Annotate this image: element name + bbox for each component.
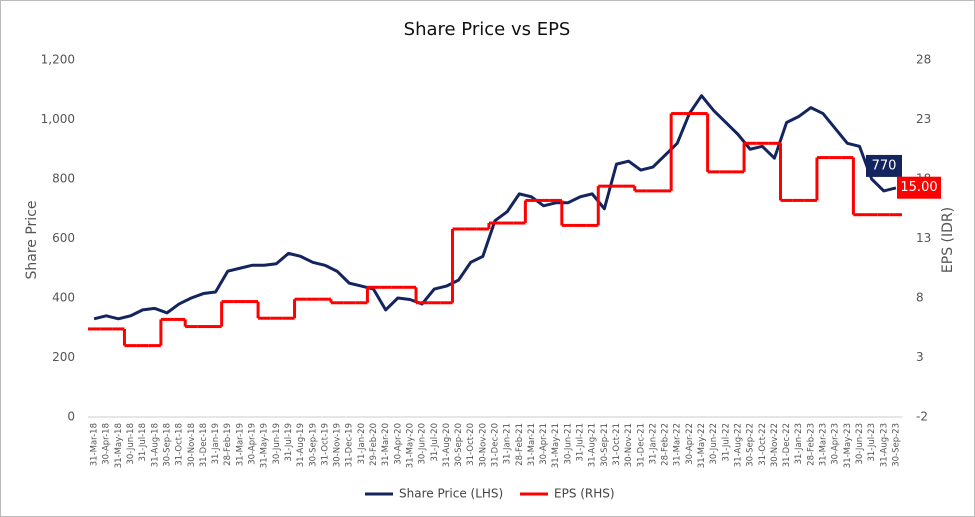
x-tick-label: 31-May-23 — [843, 423, 853, 468]
x-tick-label: 30-Jun-21 — [563, 423, 573, 465]
x-tick-label: 31-May-22 — [697, 423, 707, 468]
y-tick-label: 200 — [52, 350, 75, 364]
y-tick-label: 400 — [52, 291, 75, 305]
x-tick-label: 31-Jul-19 — [284, 423, 294, 462]
x-tick-label: 30-Sep-18 — [162, 423, 172, 467]
x-tick-label: 31-May-20 — [405, 423, 415, 468]
y2-tick-label: 28 — [916, 53, 931, 67]
x-tick-label: 31-Aug-18 — [150, 423, 160, 467]
x-tick-label: 29-Feb-20 — [369, 423, 379, 466]
x-tick-label: 31-Mar-22 — [673, 423, 683, 466]
y-axis-label: Share Price — [24, 200, 40, 279]
x-tick-label: 30-Nov-22 — [770, 423, 780, 467]
end-label: 770 — [872, 158, 897, 173]
x-tick-label: 31-Dec-18 — [199, 423, 209, 467]
x-tick-label: 31-Dec-22 — [782, 423, 792, 467]
end-label-box — [897, 176, 941, 199]
x-tick-label: 31-May-18 — [114, 423, 124, 468]
x-tick-label: 31-Jul-23 — [867, 423, 877, 462]
x-tick-label: 30-Apr-20 — [393, 423, 403, 465]
x-tick-label: 31-Aug-23 — [879, 423, 889, 467]
x-tick-label: 28-Feb-19 — [223, 423, 233, 466]
x-tick-label: 31-May-19 — [260, 423, 270, 468]
x-tick-label: 30-Sep-20 — [454, 423, 464, 467]
x-tick-label: 31-Jul-18 — [138, 423, 148, 462]
x-tick-label: 31-Dec-21 — [636, 423, 646, 467]
x-tick-label: 30-Jun-18 — [126, 423, 136, 465]
x-tick-label: 30-Nov-19 — [333, 423, 343, 467]
x-tick-label: 31-Mar-23 — [819, 423, 829, 466]
legend-label: EPS (RHS) — [554, 487, 615, 501]
x-tick-label: 30-Sep-19 — [308, 423, 318, 467]
x-tick-label: 31-Oct-21 — [612, 423, 622, 466]
x-tick-label: 30-Jun-20 — [418, 423, 428, 465]
x-tick-label: 31-Jan-19 — [211, 423, 221, 464]
x-tick-label: 30-Apr-22 — [685, 423, 695, 465]
y-tick-label: 0 — [67, 410, 75, 424]
y-tick-label: 1,000 — [41, 112, 75, 126]
x-tick-label: 30-Nov-21 — [624, 423, 634, 467]
end-label-box — [866, 154, 902, 177]
y2-tick-label: 13 — [916, 231, 931, 245]
x-tick-label: 28-Feb-23 — [806, 423, 816, 466]
x-tick-label: 31-Jul-22 — [721, 423, 731, 462]
x-tick-label: 31-Oct-18 — [175, 423, 185, 466]
x-tick-label: 30-Apr-23 — [831, 423, 841, 465]
x-tick-label: 31-Aug-22 — [733, 423, 743, 467]
y2-axis-label: EPS (IDR) — [940, 207, 956, 273]
x-tick-label: 31-Jan-22 — [648, 423, 658, 464]
x-tick-label: 31-Mar-21 — [527, 423, 537, 466]
x-tick-label: 31-Mar-18 — [90, 423, 100, 466]
x-tick-label: 31-Dec-20 — [491, 423, 501, 467]
x-tick-label: 31-Aug-19 — [296, 423, 306, 467]
x-tick-label: 31-Mar-19 — [235, 423, 245, 466]
x-tick-label: 30-Jun-22 — [709, 423, 719, 465]
x-tick-label: 31-Jan-23 — [794, 423, 804, 464]
y2-tick-label: 3 — [916, 350, 924, 364]
x-tick-label: 30-Nov-20 — [478, 423, 488, 467]
chart-title: Share Price vs EPS — [404, 19, 571, 40]
x-tick-label: 31-Oct-20 — [466, 423, 476, 466]
x-tick-label: 31-Jul-21 — [576, 423, 586, 462]
x-tick-label: 31-Jul-20 — [430, 423, 440, 462]
price-line — [93, 94, 897, 321]
x-tick-label: 31-May-21 — [551, 423, 561, 468]
x-tick-label: 31-Oct-19 — [320, 423, 330, 466]
x-tick-label: 31-Aug-21 — [588, 423, 598, 467]
x-tick-label: 31-Jan-20 — [357, 423, 367, 464]
x-tick-label: 28-Feb-21 — [515, 423, 525, 466]
x-tick-label: 30-Sep-22 — [746, 423, 756, 467]
x-tick-label: 30-Apr-18 — [102, 423, 112, 465]
x-tick-label: 30-Jun-23 — [855, 423, 865, 465]
x-tick-label: 30-Nov-18 — [187, 423, 197, 467]
x-tick-label: 30-Jun-19 — [272, 423, 282, 465]
x-tick-label: 31-Aug-20 — [442, 423, 452, 467]
x-tick-label: 30-Sep-21 — [600, 423, 610, 467]
legend-label: Share Price (LHS) — [399, 487, 503, 501]
x-tick-label: 30-Sep-23 — [891, 423, 901, 467]
end-label: 15.00 — [900, 180, 937, 195]
y2-tick-label: -2 — [916, 410, 928, 424]
x-tick-label: 31-Oct-22 — [758, 423, 768, 466]
y-tick-label: 800 — [52, 172, 75, 186]
y2-tick-label: 8 — [916, 291, 924, 305]
x-tick-label: 31-Mar-20 — [381, 423, 391, 466]
x-tick-label: 30-Apr-21 — [539, 423, 549, 465]
x-tick-label: 30-Apr-19 — [248, 423, 258, 465]
x-tick-label: 31-Dec-19 — [345, 423, 355, 467]
y-tick-label: 600 — [52, 231, 75, 245]
x-tick-label: 28-Feb-22 — [661, 423, 671, 466]
y2-tick-label: 23 — [916, 112, 931, 126]
x-tick-label: 31-Jan-21 — [503, 423, 513, 464]
y-tick-label: 1,200 — [41, 53, 75, 67]
